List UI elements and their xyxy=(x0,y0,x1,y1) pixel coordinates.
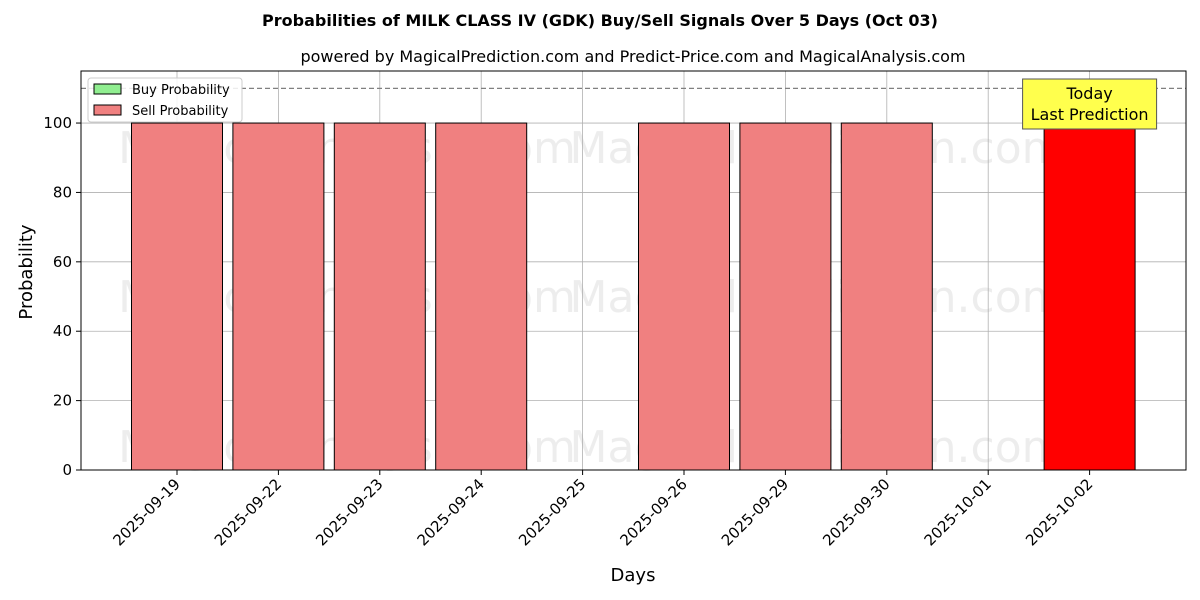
x-tick-label: 2025-09-30 xyxy=(819,475,893,549)
sell-bar xyxy=(739,122,832,471)
legend-swatch xyxy=(93,104,122,116)
legend-box xyxy=(87,77,243,123)
annotation-box xyxy=(1022,78,1158,130)
y-tick-label: 40 xyxy=(53,322,72,340)
x-tick-label: 2025-10-02 xyxy=(1022,475,1096,549)
sell-bar xyxy=(638,122,730,471)
x-tick-label: 2025-09-26 xyxy=(616,475,690,549)
y-tick-label: 0 xyxy=(62,461,72,479)
x-tick-label: 2025-09-29 xyxy=(718,475,792,549)
today-annotation: Today Last Prediction xyxy=(1022,78,1158,130)
sell-bar xyxy=(232,122,325,471)
y-axis-label: Probability xyxy=(16,224,37,319)
x-axis-label: Days xyxy=(611,565,656,586)
legend-swatch xyxy=(93,83,122,95)
sell-bar xyxy=(840,122,933,471)
y-tick-label: 100 xyxy=(43,114,72,132)
y-tick-label: 80 xyxy=(53,183,72,201)
annotation-text: Last Prediction xyxy=(1031,105,1149,124)
legend-label: Sell Probability xyxy=(132,104,229,119)
sell-bar xyxy=(333,122,426,471)
sell-bar xyxy=(131,122,223,471)
x-tick-label: 2025-09-23 xyxy=(312,475,386,549)
x-tick-label: 2025-09-19 xyxy=(109,475,183,549)
x-tick-label: 2025-09-22 xyxy=(211,475,285,549)
chart-title: Probabilities of MILK CLASS IV (GDK) Buy… xyxy=(262,11,938,30)
sell-bar xyxy=(435,122,528,471)
x-tick-label: 2025-09-24 xyxy=(414,475,488,549)
chart-subtitle: powered by MagicalPrediction.com and Pre… xyxy=(300,47,965,66)
bar-layer xyxy=(131,122,1136,471)
y-tick-label: 60 xyxy=(53,253,72,271)
annotation-text: Today xyxy=(1065,84,1112,103)
legend: Buy Probability Sell Probability xyxy=(87,77,243,123)
x-tick-label: 2025-10-01 xyxy=(921,475,995,549)
legend-label: Buy Probability xyxy=(132,83,230,98)
x-tick-label: 2025-09-25 xyxy=(515,475,589,549)
sell-bar xyxy=(1043,122,1136,471)
plot-frame xyxy=(80,70,1187,471)
y-tick-label: 20 xyxy=(53,392,72,410)
